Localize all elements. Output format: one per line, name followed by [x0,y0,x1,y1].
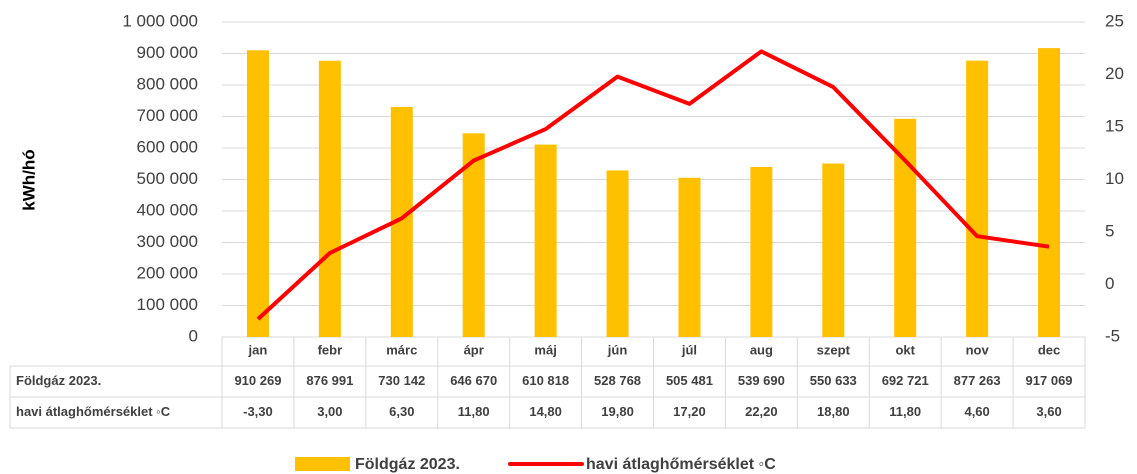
y2-tick-label: -5 [1105,326,1120,345]
bar [318,60,341,337]
y-tick-label: 700 000 [137,106,198,125]
table-value: 11,80 [889,404,921,419]
bar [750,166,773,337]
table-value: 910 269 [234,373,281,388]
bar [894,118,917,338]
table-value: -3,30 [243,404,273,419]
x-tick-label: aug [750,342,773,357]
table-value: 550 633 [810,373,857,388]
legend-swatch [295,457,350,471]
bar [678,177,701,337]
x-tick-label: máj [534,342,556,357]
x-tick-label: dec [1038,342,1060,357]
x-tick-label: júl [681,342,697,357]
x-tick-label: szept [817,342,851,357]
x-tick-label: ápr [464,342,484,357]
table-value: 4,60 [964,404,989,419]
table-value: 3,60 [1036,404,1061,419]
y-tick-label: 0 [189,326,198,345]
table-value: 876 991 [306,373,353,388]
y-tick-label: 600 000 [137,137,198,156]
y-tick-label: 200 000 [137,263,198,282]
y2-tick-label: 25 [1105,11,1124,30]
bar [606,170,629,337]
y-tick-label: 400 000 [137,200,198,219]
table-value: 19,80 [601,404,634,419]
bar [462,133,485,337]
y-tick-label: 100 000 [137,295,198,314]
legend-label: havi átlaghőmérséklet ◦C [586,456,776,473]
table-value: 877 263 [954,373,1001,388]
x-tick-label: okt [895,342,915,357]
bar [822,163,845,337]
bar [246,50,269,338]
x-tick-label: jún [607,342,628,357]
table-row-label: Földgáz 2023. [16,373,101,388]
y2-tick-label: 10 [1105,169,1124,188]
table-value: 505 481 [666,373,713,388]
table-value: 11,80 [458,404,490,419]
x-tick-label: jan [248,342,268,357]
line [256,49,1050,321]
table-value: 14,80 [529,404,562,419]
bar [534,144,557,337]
table-value: 22,20 [745,404,778,419]
y2-tick-label: 15 [1105,116,1124,135]
table-value: 539 690 [738,373,785,388]
bar [1038,48,1061,338]
table-value: 17,20 [673,404,706,419]
y-tick-label: 1 000 000 [122,11,198,30]
y-tick-label: 800 000 [137,74,198,93]
table-value: 18,80 [817,404,850,419]
table-value: 6,30 [389,404,414,419]
y-tick-label: 300 000 [137,232,198,251]
table-value: 610 818 [522,373,569,388]
x-tick-label: febr [318,342,343,357]
x-tick-label: nov [966,342,990,357]
table-value: 3,00 [317,404,342,419]
table-value: 646 670 [450,373,497,388]
y2-tick-label: 20 [1105,64,1124,83]
y-tick-label: 500 000 [137,169,198,188]
table-value: 692 721 [882,373,929,388]
table-value: 917 069 [1026,373,1073,388]
table-value: 730 142 [378,373,425,388]
y2-tick-label: 5 [1105,221,1114,240]
bar [966,60,989,337]
y-axis-label: kWh/hó [19,149,38,210]
x-tick-label: márc [386,342,417,357]
table-row-label: havi átlaghőmérséklet ◦C [16,404,171,419]
legend-label: Földgáz 2023. [355,456,460,473]
y-tick-label: 900 000 [137,43,198,62]
y2-tick-label: 0 [1105,274,1114,293]
table-value: 528 768 [594,373,641,388]
bar [390,107,413,337]
